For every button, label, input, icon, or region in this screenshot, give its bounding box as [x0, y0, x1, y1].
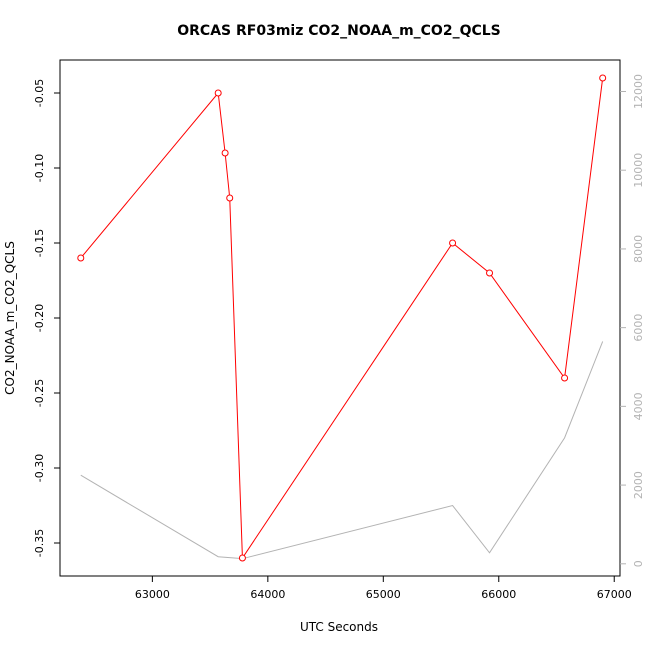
x-axis: 63000 64000 65000 66000 67000 [135, 576, 632, 601]
y-tick-label-4: -0.15 [33, 229, 46, 257]
series-left-point-4 [238, 554, 246, 562]
x-tick-label-4: 67000 [597, 588, 632, 601]
series-left-point-8 [599, 74, 607, 82]
y-tick-label-5: -0.10 [33, 154, 46, 182]
series-right-line [80, 341, 604, 560]
y2-tick-label-0: 0 [632, 560, 645, 567]
y-tick-label-1: -0.30 [33, 454, 46, 482]
series-left-point-0 [77, 254, 85, 262]
x-tick-label-0: 63000 [135, 588, 170, 601]
series-layer [77, 74, 607, 562]
y-axis-left: -0.35 -0.30 -0.25 -0.20 -0.15 -0.10 -0.05 [33, 79, 60, 557]
y-tick-label-3: -0.20 [33, 304, 46, 332]
series-left-point-1 [214, 89, 222, 97]
y-tick-label-6: -0.05 [33, 79, 46, 107]
series-left-line [80, 77, 604, 560]
x-axis-label: UTC Seconds [300, 620, 378, 634]
y2-tick-label-1: 2000 [632, 471, 645, 499]
y-axis-right: 0 2000 4000 6000 8000 10000 12000 [620, 74, 645, 567]
y2-tick-label-6: 12000 [632, 74, 645, 109]
y2-tick-label-2: 4000 [632, 392, 645, 420]
y-tick-label-0: -0.35 [33, 529, 46, 557]
y-axis-label: CO2_NOAA_m_CO2_QCLS [3, 241, 17, 395]
y2-tick-label-3: 6000 [632, 314, 645, 342]
series-left-point-7 [561, 374, 569, 382]
plot-frame [59, 59, 621, 577]
series-left-point-5 [449, 239, 457, 247]
y-tick-label-2: -0.25 [33, 379, 46, 407]
series-left-point-3 [226, 194, 234, 202]
x-tick-label-3: 66000 [481, 588, 516, 601]
chart-title: ORCAS RF03miz CO2_NOAA_m_CO2_QCLS [177, 23, 501, 39]
series-left-point-6 [486, 269, 494, 277]
y2-tick-label-4: 8000 [632, 235, 645, 263]
y2-tick-label-5: 10000 [632, 153, 645, 188]
x-tick-label-1: 64000 [250, 588, 285, 601]
series-left-point-2 [221, 149, 229, 157]
x-tick-label-2: 65000 [366, 588, 401, 601]
